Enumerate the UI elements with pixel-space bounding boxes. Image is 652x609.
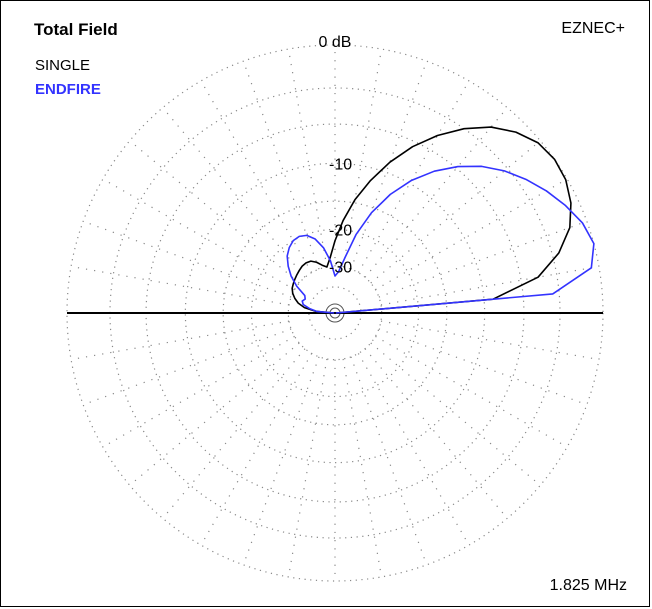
legend-endfire: ENDFIRE (35, 81, 101, 98)
ring-label: 0 dB (319, 34, 352, 51)
grid-spoke (162, 348, 306, 519)
grid-spoke (375, 335, 568, 448)
ring-label: -20 (329, 222, 352, 239)
grid-spoke (242, 60, 320, 270)
grid-spoke (287, 358, 328, 578)
grid-spoke (370, 140, 541, 284)
ring-label: -30 (329, 259, 352, 276)
grid-spoke (162, 107, 306, 278)
grid-spoke (82, 328, 292, 406)
legend-single: SINGLE (35, 57, 91, 74)
grid-spoke (350, 356, 428, 566)
grid-spoke (129, 342, 300, 486)
grid-spoke (350, 60, 428, 270)
grid-spoke (378, 220, 588, 298)
grid-spoke (375, 178, 568, 291)
grid-spoke (380, 320, 600, 361)
grid-spoke (129, 140, 300, 284)
grid-spoke (200, 80, 313, 273)
grid-spoke (370, 342, 541, 486)
grid-spoke (378, 328, 588, 406)
program-name: EZNEC+ (561, 20, 625, 37)
grid-spoke (70, 265, 290, 306)
grid-spoke (102, 335, 295, 448)
grid-spoke (364, 107, 508, 278)
grid-spoke (82, 220, 292, 298)
ring-label: -10 (329, 156, 352, 173)
series-line-single (291, 126, 572, 314)
plot-title: Total Field (34, 20, 118, 39)
grid-spoke (102, 178, 295, 291)
pattern-series (286, 126, 595, 314)
grid-spoke (364, 348, 508, 519)
frequency-label: 1.825 MHz (549, 577, 627, 594)
grid-spoke (357, 353, 470, 546)
grid-spoke (242, 356, 320, 566)
grid-spoke (200, 353, 313, 546)
ring-labels: 0 dB -10 -20 -30 (319, 34, 353, 276)
series-line-endfire (286, 165, 595, 314)
